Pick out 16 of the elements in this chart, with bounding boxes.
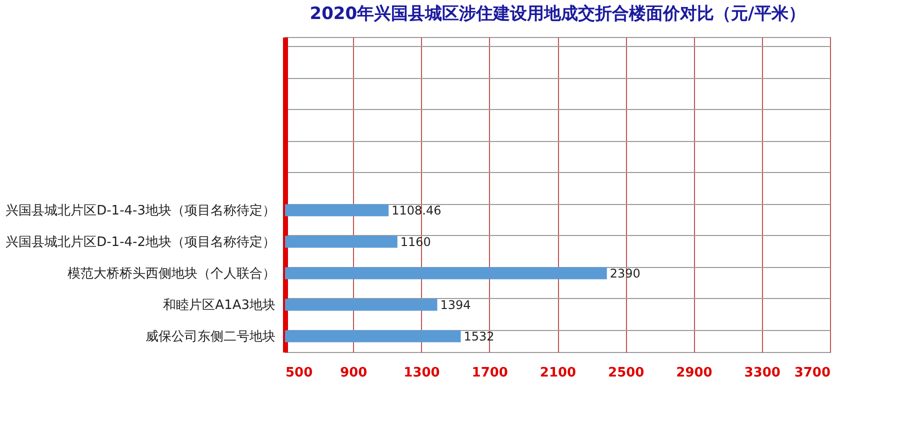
- y-tick-label: 威保公司东侧二号地块: [146, 329, 276, 344]
- x-tick-label: 3300: [744, 366, 780, 380]
- y-tick-label: 兴国县城北片区D-1-4-3地块（项目名称待定）: [6, 203, 276, 218]
- x-tick-label: 500: [286, 366, 313, 380]
- x-tick-label: 1300: [404, 366, 440, 380]
- data-label: 1394: [440, 298, 471, 312]
- x-tick-label: 2100: [540, 366, 576, 380]
- y-tick-label: 模范大桥桥头西侧地块（个人联合）: [68, 266, 276, 282]
- x-tick-label: 2500: [608, 366, 644, 380]
- chart-title: 2020年兴国县城区涉住建设用地成交折合楼面价对比（元/平米）: [310, 4, 806, 24]
- x-tick-label: 900: [340, 366, 368, 380]
- x-tick-label: 1700: [472, 366, 508, 380]
- x-tick-label: 3700: [794, 366, 830, 380]
- y-tick-label: 和睦片区A1A3地块: [163, 298, 276, 313]
- y-tick-label: 兴国县城北片区D-1-4-2地块（项目名称待定）: [6, 234, 276, 250]
- x-tick-label: 2900: [676, 366, 712, 380]
